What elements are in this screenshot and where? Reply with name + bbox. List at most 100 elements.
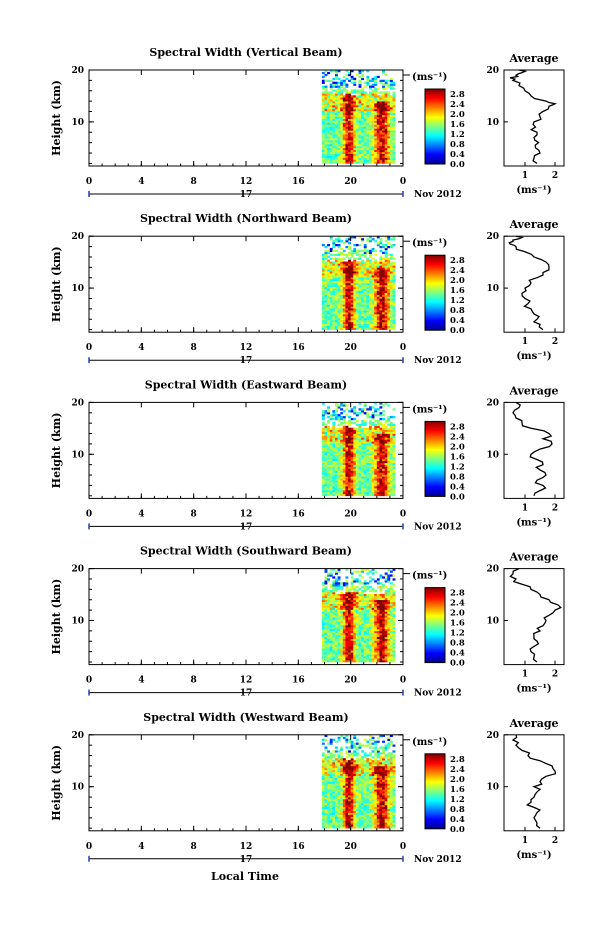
heatmap-cell (366, 160, 369, 162)
heatmap-cell (322, 263, 325, 265)
heatmap-cell (385, 146, 388, 148)
heatmap-cell (361, 277, 364, 279)
heatmap-cell (390, 615, 393, 617)
heatmap-cell (343, 465, 346, 467)
heatmap-cell (335, 244, 338, 246)
heatmap-cell (382, 142, 385, 144)
heatmap-cell (343, 300, 346, 302)
heatmap-cell (325, 103, 328, 105)
heatmap-cell (390, 492, 393, 494)
heatmap-cell (366, 476, 369, 478)
heatmap-cell (340, 471, 343, 473)
heatmap-cell (379, 298, 382, 300)
heatmap-cell (379, 658, 382, 660)
heatmap-cell (348, 275, 351, 277)
heatmap-cell (327, 306, 330, 308)
heatmap-cell (366, 639, 369, 641)
heatmap-cell (335, 142, 338, 144)
heatmap-cell (322, 275, 325, 277)
heatmap-cell (374, 78, 377, 80)
heatmap-cell (345, 432, 348, 434)
heatmap-cell (390, 246, 393, 248)
heatmap-cell (345, 300, 348, 302)
heatmap-cell (390, 650, 393, 652)
heatmap-cell (343, 262, 346, 264)
heatmap-cell (385, 474, 388, 476)
heatmap-cell (335, 324, 338, 326)
heatmap-cell (343, 482, 346, 484)
heatmap-cell (338, 322, 341, 324)
heatmap-cell (340, 86, 343, 88)
heatmap-cell (327, 80, 330, 82)
colorbar-tick-label: 2.4 (450, 100, 465, 110)
heatmap-cell (340, 492, 343, 494)
heatmap-cell (387, 119, 390, 121)
heatmap-cell (327, 279, 330, 281)
heatmap-cell (390, 254, 393, 256)
heatmap-cell (364, 478, 367, 480)
heatmap-cell (348, 291, 351, 293)
heatmap-cell (379, 275, 382, 277)
heatmap-cell (393, 132, 396, 134)
heatmap-cell (387, 648, 390, 650)
heatmap-cell (393, 295, 396, 297)
heatmap-cell (359, 639, 362, 641)
heatmap-cell (393, 471, 396, 473)
heatmap-cell (338, 275, 341, 277)
heatmap-cell (364, 316, 367, 318)
heatmap-cell (322, 244, 325, 246)
panel-title: Spectral Width (Vertical Beam) (149, 46, 342, 59)
heatmap-cell (364, 598, 367, 600)
heatmap-cell (348, 467, 351, 469)
heatmap-cell (385, 160, 388, 162)
heatmap-cell (325, 598, 328, 600)
heatmap-cell (332, 637, 335, 639)
heatmap-cell (353, 306, 356, 308)
heatmap-cell (348, 283, 351, 285)
heatmap-cell (361, 648, 364, 650)
heatmap-cell (348, 97, 351, 99)
heatmap-cell (361, 291, 364, 293)
heatmap-cell (356, 300, 359, 302)
heatmap-cell (393, 263, 396, 265)
heatmap-cell (348, 150, 351, 152)
heatmap-cell (361, 263, 364, 265)
heatmap-cell (390, 271, 393, 273)
heatmap-cell (335, 606, 338, 608)
heatmap-cell (332, 115, 335, 117)
heatmap-cell (330, 258, 333, 260)
heatmap-cell (364, 320, 367, 322)
heatmap-cell (338, 273, 341, 275)
heatmap-cell (372, 652, 375, 654)
heatmap-cell (327, 598, 330, 600)
heatmap-cell (340, 455, 343, 457)
heatmap-cell (359, 267, 362, 269)
heatmap-cell (385, 641, 388, 643)
heatmap-cell (374, 126, 377, 128)
heatmap-cell (379, 650, 382, 652)
heatmap-cell (364, 643, 367, 645)
heatmap-cell (356, 641, 359, 643)
heatmap-cell (348, 111, 351, 113)
heatmap-cell (372, 328, 375, 330)
heatmap-cell (348, 604, 351, 606)
heatmap-cell (343, 287, 346, 289)
heatmap-cell (393, 326, 396, 328)
heatmap-cell (369, 474, 372, 476)
heatmap-cell (393, 124, 396, 126)
heatmap-cell (330, 586, 333, 588)
heatmap-cell (369, 124, 372, 126)
heatmap-cell (374, 99, 377, 101)
heatmap-cell (330, 629, 333, 631)
heatmap-cell (385, 310, 388, 312)
heatmap-cell (332, 410, 335, 412)
heatmap-cell (348, 105, 351, 107)
heatmap-cell (322, 302, 325, 304)
heatmap-cell (345, 437, 348, 439)
heatmap-cell (348, 152, 351, 154)
heatmap-cell (364, 646, 367, 648)
heatmap-cell (361, 314, 364, 316)
heatmap-cell (393, 609, 396, 611)
heatmap-cell (340, 80, 343, 82)
heatmap-cell (364, 97, 367, 99)
